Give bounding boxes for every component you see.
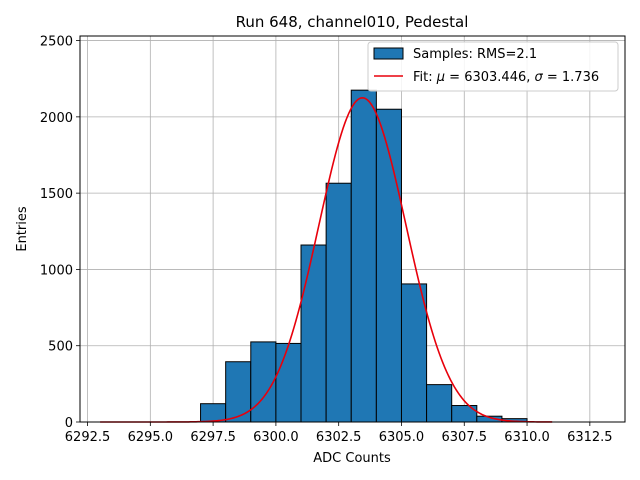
legend: Samples: RMS=2.1 Fit: μ = 6303.446, σ = … <box>367 41 619 92</box>
histogram-bar <box>300 244 327 423</box>
y-tick-label: 1500 <box>40 187 73 202</box>
histogram-bars <box>200 89 528 423</box>
histogram-bar <box>375 108 402 423</box>
y-axis-label: Entries <box>15 206 30 252</box>
y-tick-label: 0 <box>65 416 73 431</box>
x-tick-label: 6305.0 <box>379 430 425 445</box>
y-axis-ticks: 0 500 1000 1500 2000 2500 <box>40 35 80 431</box>
x-tick-label: 6310.0 <box>504 430 550 445</box>
x-tick-label: 6302.5 <box>316 430 362 445</box>
legend-box <box>367 41 619 92</box>
legend-samples-label: Samples: RMS=2.1 <box>413 47 537 62</box>
x-tick-label: 6300.0 <box>253 430 299 445</box>
x-axis-ticks: 6292.5 6295.0 6297.5 6300.0 6302.5 6305.0 6307… <box>65 422 613 445</box>
x-tick-label: 6307.5 <box>442 430 488 445</box>
x-tick-label: 6295.0 <box>128 430 174 445</box>
y-tick-label: 2500 <box>40 35 73 50</box>
chart-title: Run 648, channel010, Pedestal <box>236 13 469 31</box>
legend-fit-label: Fit: μ = 6303.446, σ = 1.736 <box>413 70 599 85</box>
x-tick-label: 6292.5 <box>65 430 111 445</box>
histogram-bar <box>426 384 453 423</box>
x-tick-label: 6297.5 <box>190 430 236 445</box>
histogram-bar <box>250 341 277 423</box>
legend-samples-swatch <box>373 47 404 60</box>
plot-frame <box>79 35 626 423</box>
y-tick-label: 1000 <box>40 263 73 278</box>
y-tick-label: 2000 <box>40 111 73 126</box>
x-tick-label: 6312.5 <box>567 430 613 445</box>
x-axis-label: ADC Counts <box>313 451 391 466</box>
histogram-bar <box>350 89 377 423</box>
y-tick-label: 500 <box>48 340 73 355</box>
histogram-bar <box>200 403 227 423</box>
histogram-bar <box>325 182 352 423</box>
histogram-bar <box>275 342 302 423</box>
histogram-bar <box>400 283 428 423</box>
histogram-bar <box>451 405 478 423</box>
